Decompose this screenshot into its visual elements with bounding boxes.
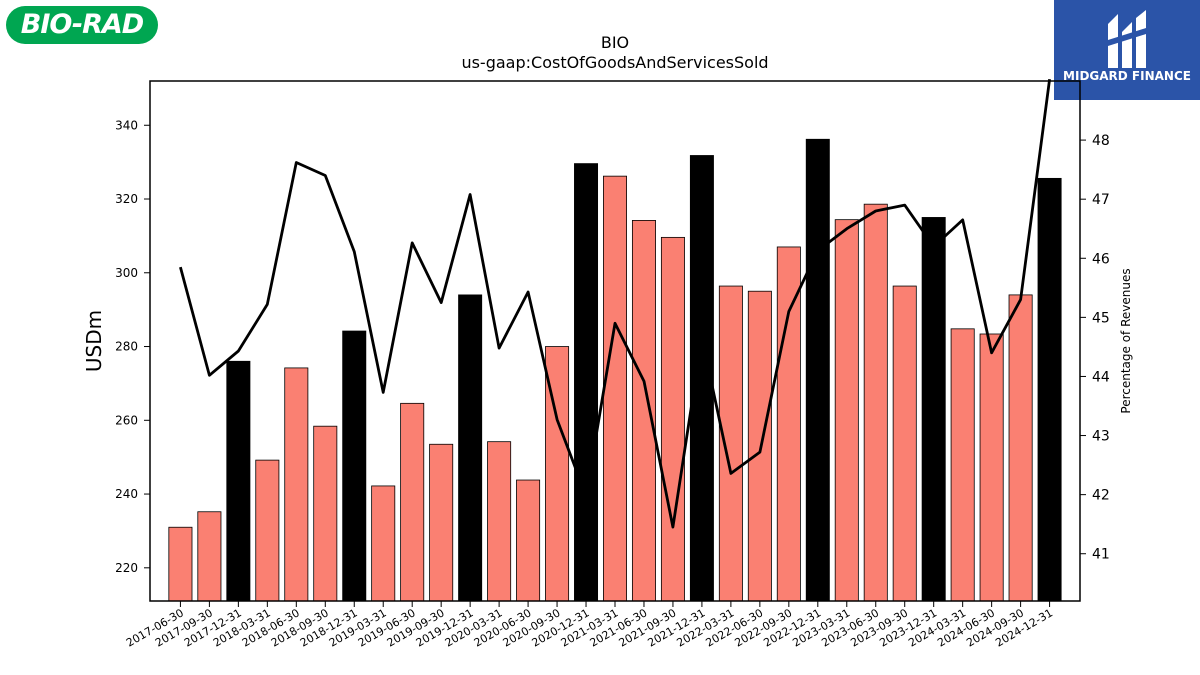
bar-2020-03-31 <box>487 441 512 602</box>
y-tick-label-280: 280 <box>115 340 138 354</box>
bar-2020-06-30 <box>516 479 541 602</box>
bar-2023-09-30 <box>892 285 917 602</box>
bar-2018-12-31 <box>342 330 367 602</box>
y2-tick-label-44: 44 <box>1092 369 1110 385</box>
bar-2024-12-31 <box>1037 177 1062 602</box>
bar-series <box>168 138 1062 602</box>
chart-subtitle: us-gaap:CostOfGoodsAndServicesSold <box>461 53 769 72</box>
bar-2023-06-30 <box>863 203 888 602</box>
bar-2019-12-31 <box>458 294 483 602</box>
bar-2019-06-30 <box>400 402 425 602</box>
bar-2022-03-31 <box>718 285 743 602</box>
bar-2017-12-31 <box>226 360 251 602</box>
bar-2020-12-31 <box>574 163 599 602</box>
bio-rad-logo-text: BIO-RAD <box>20 9 144 40</box>
bar-2024-09-30 <box>1008 294 1033 602</box>
bar-2019-09-30 <box>429 443 454 602</box>
bar-2023-03-31 <box>834 219 859 602</box>
bar-2018-03-31 <box>255 459 280 602</box>
bar-2017-09-30 <box>197 511 222 602</box>
bar-2022-09-30 <box>776 246 801 602</box>
y-tick-label-300: 300 <box>115 266 138 280</box>
bar-2022-12-31 <box>805 138 830 602</box>
bar-2021-03-31 <box>603 175 627 602</box>
y-tick-label-260: 260 <box>115 413 138 427</box>
bar-2018-06-30 <box>284 367 309 602</box>
y2-tick-label-43: 43 <box>1092 429 1110 445</box>
y2-axis-label: Percentage of Revenues <box>1119 268 1133 413</box>
y2-tick-label-47: 47 <box>1092 192 1110 208</box>
bar-2023-12-31 <box>921 217 946 602</box>
bar-2018-09-30 <box>313 425 338 602</box>
y2-tick-label-48: 48 <box>1092 133 1110 149</box>
y2-tick-label-41: 41 <box>1092 547 1110 563</box>
line-series <box>179 79 1051 529</box>
bar-2017-06-30 <box>168 526 193 602</box>
y-axis-label: USDm <box>82 310 106 372</box>
bar-2021-09-30 <box>660 236 685 602</box>
bar-2019-03-31 <box>371 485 396 602</box>
y2-tick-label-45: 45 <box>1092 310 1110 326</box>
chart-title: BIO <box>600 33 630 52</box>
bar-2021-06-30 <box>631 220 656 602</box>
percentage-line <box>179 79 1051 529</box>
y-tick-label-240: 240 <box>115 487 138 501</box>
y-tick-label-320: 320 <box>115 192 138 206</box>
midgard-logo-text: MIDGARD FINANCE <box>1063 69 1191 83</box>
bio-rad-logo: BIO-RAD <box>6 6 158 44</box>
bar-2024-03-31 <box>950 328 975 602</box>
y2-tick-label-42: 42 <box>1092 488 1110 504</box>
midgard-finance-logo: MIDGARD FINANCE <box>1054 0 1200 100</box>
midgard-mark-icon <box>1108 10 1146 68</box>
y2-tick-label-46: 46 <box>1092 251 1110 267</box>
y-tick-label-220: 220 <box>115 561 138 575</box>
bar-2024-06-30 <box>979 333 1004 602</box>
y-tick-label-340: 340 <box>115 118 138 132</box>
